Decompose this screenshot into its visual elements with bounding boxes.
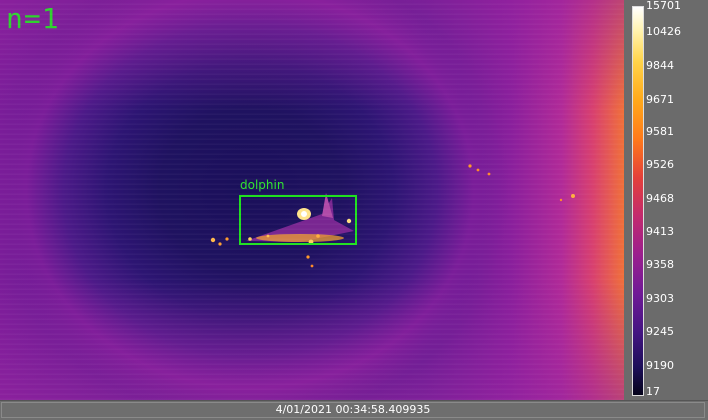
colorbar-tick: 9844 (646, 59, 674, 72)
hotspot (266, 234, 270, 238)
thermal-top-gradient (0, 0, 624, 110)
timestamp: 4/01/2021 00:34:58.409935 (1, 402, 705, 418)
hotspot (225, 237, 229, 241)
frame-counter: n=1 (6, 2, 60, 35)
hotspot (468, 164, 472, 168)
colorbar-tick: 9581 (646, 125, 674, 138)
colorbar-gradient (632, 6, 644, 396)
hotspot (248, 237, 252, 241)
colorbar-tick: 9303 (646, 292, 674, 305)
hotspot (306, 255, 310, 259)
colorbar-tick: 9671 (646, 93, 674, 106)
colorbar-panel: 15701 10426 9844 9671 9581 9526 9468 941… (624, 0, 708, 400)
dolphin-fin (322, 193, 333, 218)
hotspot (559, 198, 563, 202)
hotspot (346, 218, 352, 224)
hotspot (476, 168, 480, 172)
dolphin-heat-signature (246, 193, 354, 242)
colorbar-tick: 17 (646, 385, 660, 398)
colorbar-tick: 15701 (646, 0, 681, 12)
colorbar-tick: 9245 (646, 325, 674, 338)
thermal-image: n=1 dolphin (0, 0, 624, 400)
colorbar-tick: 9358 (646, 258, 674, 271)
thermal-bottom-gradient (0, 280, 624, 400)
hotspot (571, 194, 575, 198)
detection-box (239, 195, 357, 245)
hotspot (310, 264, 314, 268)
colorbar-tick: 10426 (646, 25, 681, 38)
hotspot (316, 234, 320, 238)
hotspot (218, 242, 222, 246)
colorbar-tick: 9526 (646, 158, 674, 171)
status-bar: 4/01/2021 00:34:58.409935 (0, 400, 708, 420)
colorbar-tick: 9413 (646, 225, 674, 238)
hotspot (210, 237, 216, 243)
detection-label: dolphin (240, 178, 285, 192)
colorbar-tick: 9190 (646, 359, 674, 372)
dolphin-hot-core-inner (301, 211, 307, 217)
dolphin-wake-glow (256, 234, 344, 242)
hotspot (487, 172, 491, 176)
colorbar-tick: 9468 (646, 192, 674, 205)
hotspot-layer (210, 164, 575, 268)
